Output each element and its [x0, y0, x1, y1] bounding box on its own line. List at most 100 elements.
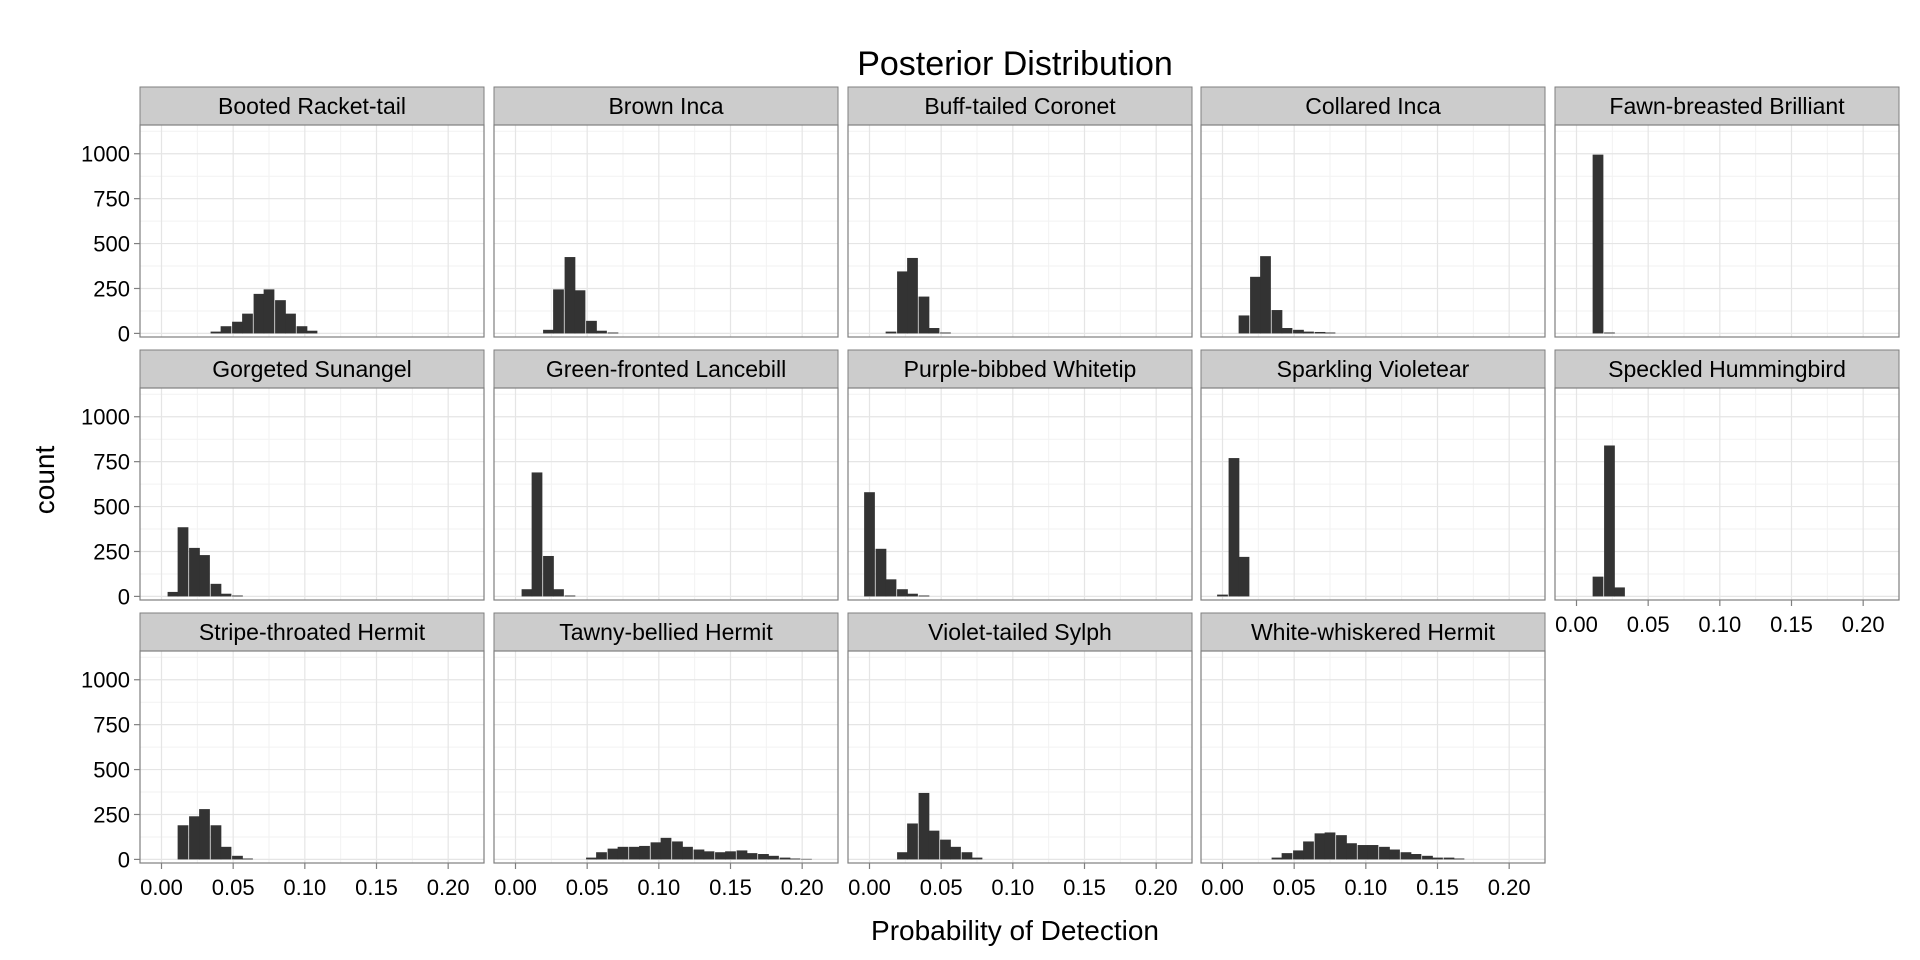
histogram-bar: [918, 595, 930, 597]
chart-title: Posterior Distribution: [857, 45, 1173, 83]
histogram-bar: [242, 858, 253, 860]
histogram-bar: [596, 330, 607, 334]
histogram-bar: [725, 851, 736, 860]
histogram-bar: [199, 809, 210, 860]
histogram-bar: [660, 837, 672, 860]
facet-strip: [493, 349, 839, 389]
facet-panel: Violet-tailed Sylph: [847, 612, 1193, 864]
histogram-bar: [1314, 833, 1326, 860]
histogram-bar: [199, 555, 210, 597]
histogram-bar: [736, 850, 748, 860]
facet-strip: [1554, 349, 1900, 389]
histogram-bar: [1260, 256, 1271, 334]
histogram-bar: [1336, 835, 1347, 860]
facet-strip-label: Stripe-throated Hermit: [199, 619, 426, 645]
plot-background: [848, 651, 1192, 863]
histogram-bar: [950, 846, 961, 860]
x-tick-label: 0.05: [920, 875, 963, 900]
histogram-bar: [531, 472, 543, 597]
histogram-bar: [1604, 445, 1615, 597]
facet-strip: [493, 86, 839, 126]
x-axes: 0.00 0.05 0.10 0.15 0.20 0.00 0.05 0.10 0.15 0.20…: [140, 600, 1885, 900]
histogram-bar: [574, 290, 586, 334]
histogram-bar: [210, 583, 222, 597]
facet-panel: White-whiskered Hermit: [1200, 612, 1546, 864]
histogram-bar: [1217, 594, 1228, 597]
histogram-bar: [177, 825, 189, 860]
histogram-bar: [650, 842, 662, 860]
histogram-bar: [553, 289, 564, 334]
histogram-bar: [275, 300, 286, 334]
histogram-bar: [1357, 845, 1369, 860]
facet-strip-label: White-whiskered Hermit: [1251, 619, 1496, 645]
y-tick-label: 250: [93, 539, 130, 564]
histogram-bar: [553, 589, 564, 597]
x-tick-label: 0.05: [566, 875, 609, 900]
histogram-bar: [1400, 852, 1412, 860]
histogram-bar: [693, 849, 705, 860]
facet-panel: Buff-tailed Coronet: [847, 86, 1193, 338]
plot-background: [140, 125, 484, 337]
x-tick-label: 0.10: [1344, 875, 1387, 900]
y-tick-label: 1000: [81, 405, 130, 430]
facet-strip: [1200, 86, 1546, 126]
x-tick-label: 0.05: [212, 875, 255, 900]
histogram-bar: [961, 852, 973, 860]
facet-strip-label: Tawny-bellied Hermit: [559, 619, 773, 645]
facet-strip: [139, 612, 485, 652]
x-tick-label: 0.00: [1201, 875, 1244, 900]
histogram-bar: [672, 841, 683, 860]
histogram-bar: [1314, 331, 1326, 334]
histogram-bar: [885, 331, 897, 334]
histogram-bar: [586, 320, 597, 334]
histogram-bar: [629, 846, 640, 860]
y-tick-label: 750: [93, 713, 130, 738]
histogram-bar: [242, 313, 253, 334]
x-tick-label: 0.00: [494, 875, 537, 900]
histogram-bar: [177, 527, 189, 597]
facet-strip-label: Gorgeted Sunangel: [212, 356, 412, 382]
histogram-bar: [1238, 556, 1250, 597]
x-tick-label: 0.00: [1555, 612, 1598, 637]
histogram-bar: [167, 591, 179, 597]
histogram-bar: [617, 846, 629, 860]
x-tick-label: 0.10: [991, 875, 1034, 900]
y-axis-title: count: [29, 446, 60, 515]
histogram-bar: [1604, 332, 1615, 334]
x-tick-label: 0.20: [427, 875, 470, 900]
histogram-bar: [1379, 846, 1390, 860]
facet-panel: Stripe-throated Hermit 0 250 500 750 1000: [81, 612, 485, 872]
plot-background: [848, 388, 1192, 600]
panel-border: [847, 387, 1193, 601]
x-tick-label: 0.20: [781, 875, 824, 900]
panel-border: [847, 124, 1193, 338]
facet-strip: [493, 612, 839, 652]
y-tick-label: 1000: [81, 142, 130, 167]
histogram-bar: [779, 857, 791, 860]
histogram-bar: [1614, 587, 1625, 597]
facet-panel: Green-fronted Lancebill: [493, 349, 839, 601]
histogram-bar: [928, 328, 940, 334]
facet-strip: [847, 86, 1193, 126]
x-axis-title: Probability of Detection: [871, 915, 1159, 946]
x-tick-label: 0.15: [709, 875, 752, 900]
panel-border: [1200, 387, 1546, 601]
histogram-bar: [1422, 855, 1433, 860]
histogram-bar: [1238, 315, 1250, 334]
x-tick-label: 0.15: [1416, 875, 1459, 900]
histogram-bar: [1443, 857, 1455, 860]
facet-strip-label: Purple-bibbed Whitetip: [904, 356, 1137, 382]
histogram-bar: [1592, 576, 1604, 597]
x-tick-label: 0.05: [1273, 875, 1316, 900]
histogram-bar: [232, 595, 243, 597]
histogram-bar: [897, 589, 908, 597]
histogram-bar: [1432, 857, 1443, 860]
histogram-bar: [1271, 857, 1283, 860]
plot-background: [494, 651, 838, 863]
facet-strip-label: Fawn-breasted Brilliant: [1609, 93, 1845, 119]
facet-panel: Sparkling Violetear: [1200, 349, 1546, 601]
histogram-bar: [864, 492, 875, 597]
histogram-bar: [543, 555, 554, 597]
histogram-bar: [1592, 154, 1604, 334]
